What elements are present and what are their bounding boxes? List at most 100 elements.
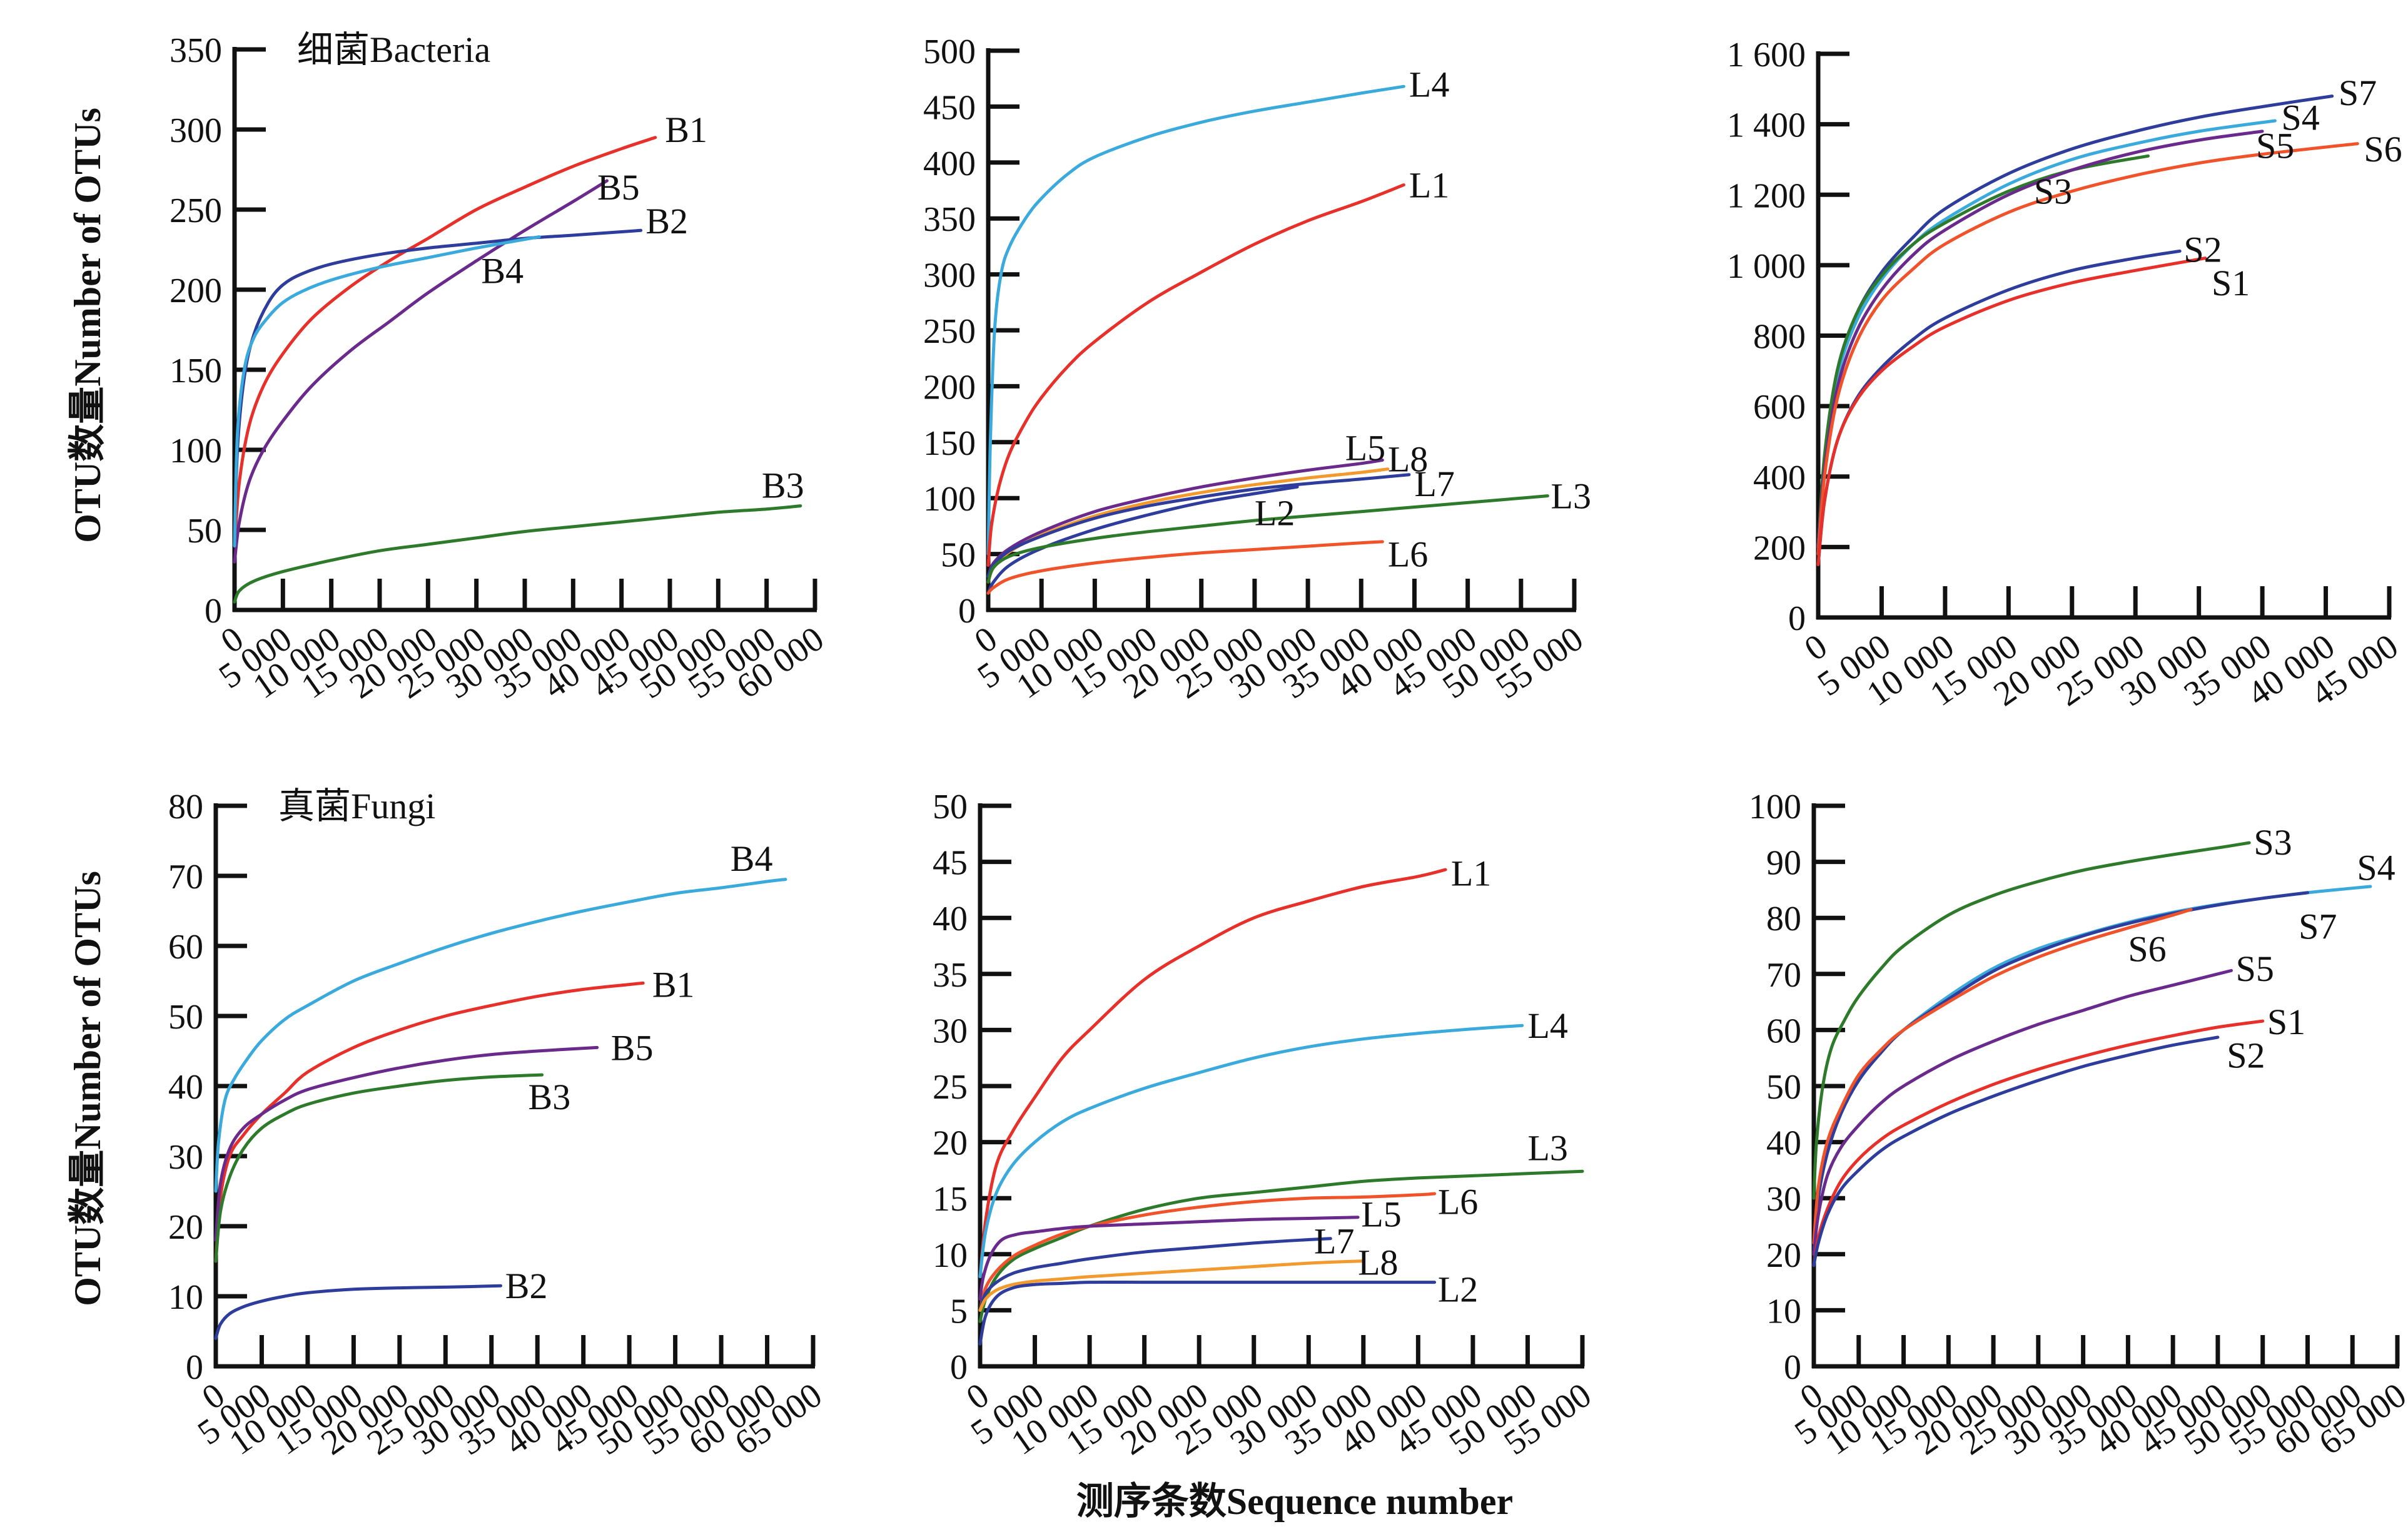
- series-label-B2: B2: [645, 201, 688, 241]
- y-tick-label: 150: [169, 352, 222, 390]
- y-tick-label: 400: [923, 145, 976, 183]
- curve-bacteria-S-S5: [1816, 130, 2264, 549]
- curve-fungi-B-B1: [214, 981, 645, 1263]
- y-tick-label: 30: [168, 1138, 203, 1177]
- curve-bacteria-B-B1: [233, 136, 657, 548]
- y-tick-label: 80: [1766, 900, 1801, 938]
- curve-bacteria-S-S2: [1816, 249, 2182, 566]
- y-tick-label: 15: [933, 1180, 968, 1219]
- y-tick-label: 1 600: [1727, 36, 1806, 74]
- y-tick-label: 30: [933, 1012, 968, 1050]
- curve-bacteria-L-L2: [986, 485, 1299, 595]
- curve-fungi-B-B3: [214, 1073, 544, 1263]
- curve-fungi-S-S4: [1812, 885, 2372, 1256]
- y-tick-label: 0: [958, 592, 976, 631]
- y-tick-label: 100: [1749, 788, 1801, 826]
- y-tick-label: 200: [169, 272, 222, 310]
- series-label-L7: L7: [1314, 1221, 1354, 1261]
- y-tick-label: 45: [933, 844, 968, 883]
- curve-bacteria-S-S6: [1816, 142, 2359, 556]
- panel-title: 真菌Fungi: [278, 786, 435, 826]
- series-label-L8: L8: [1388, 439, 1428, 480]
- series-label-S4: S4: [2357, 848, 2395, 888]
- curve-bacteria-B-B5: [233, 179, 609, 564]
- y-tick-label: 0: [205, 592, 222, 631]
- y-tick-label: 1 000: [1727, 247, 1806, 286]
- series-label-B1: B1: [652, 965, 695, 1005]
- series-label-L2: L2: [1255, 492, 1295, 533]
- series-label-S7: S7: [2299, 907, 2337, 947]
- curve-bacteria-L-L8: [986, 467, 1390, 584]
- series-label-S1: S1: [2267, 1002, 2305, 1042]
- series-label-L5: L5: [1361, 1194, 1401, 1234]
- y-tick-label: 1 400: [1727, 106, 1806, 145]
- series-label-S3: S3: [2034, 171, 2072, 212]
- series-label-L4: L4: [1409, 64, 1449, 105]
- y-tick-label: 200: [923, 368, 976, 407]
- y-tick-label: 250: [169, 191, 222, 230]
- y-tick-label: 20: [933, 1124, 968, 1163]
- y-axis-title-fungi: OTU数量Number of OTUs: [67, 871, 108, 1306]
- curve-bacteria-S-S1: [1816, 257, 2207, 566]
- series-label-B2: B2: [505, 1266, 548, 1306]
- series-label-L3: L3: [1527, 1128, 1567, 1169]
- curve-fungi-B-B2: [214, 1284, 502, 1340]
- y-tick-label: 50: [941, 536, 976, 575]
- y-tick-label: 70: [168, 858, 203, 897]
- curve-bacteria-L-L3: [986, 494, 1549, 584]
- curve-fungi-L-L3: [978, 1169, 1584, 1323]
- series-label-B5: B5: [597, 167, 640, 208]
- y-tick-label: 100: [169, 432, 222, 470]
- curve-fungi-S-S6: [1812, 908, 2193, 1245]
- series-label-L7: L7: [1414, 464, 1454, 504]
- curve-fungi-L-L8: [978, 1259, 1365, 1312]
- series-label-B1: B1: [665, 109, 707, 150]
- curve-bacteria-L-L6: [986, 540, 1384, 595]
- y-tick-label: 10: [168, 1278, 203, 1317]
- series-label-L1: L1: [1409, 165, 1449, 206]
- y-tick-label: 0: [1784, 1348, 1801, 1387]
- series-label-S3: S3: [2254, 822, 2292, 863]
- y-tick-label: 0: [950, 1348, 968, 1387]
- y-tick-label: 35: [933, 956, 968, 995]
- series-label-S5: S5: [2256, 125, 2294, 166]
- curve-fungi-L-L6: [978, 1192, 1437, 1312]
- y-tick-label: 80: [168, 788, 203, 826]
- y-tick-label: 450: [923, 88, 976, 127]
- y-tick-label: 350: [169, 31, 222, 70]
- y-tick-label: 40: [933, 900, 968, 938]
- y-tick-label: 350: [923, 200, 976, 239]
- y-tick-label: 20: [168, 1208, 203, 1247]
- curve-bacteria-L-L4: [986, 84, 1405, 556]
- series-label-S4: S4: [2282, 97, 2320, 138]
- curve-bacteria-S-S3: [1816, 154, 2150, 549]
- curve-bacteria-L-L7: [986, 473, 1411, 578]
- series-label-L6: L6: [1388, 534, 1428, 575]
- series-label-B3: B3: [529, 1077, 571, 1117]
- curve-fungi-L-L7: [978, 1237, 1332, 1312]
- y-tick-label: 90: [1766, 844, 1801, 883]
- y-tick-label: 50: [1766, 1068, 1801, 1107]
- y-tick-label: 150: [923, 424, 976, 463]
- y-tick-label: 60: [1766, 1012, 1801, 1050]
- y-tick-label: 5: [950, 1292, 968, 1331]
- y-tick-label: 0: [186, 1348, 203, 1387]
- series-label-L6: L6: [1438, 1182, 1478, 1222]
- y-tick-label: 500: [923, 33, 976, 71]
- y-tick-label: 30: [1766, 1180, 1801, 1219]
- y-tick-label: 50: [933, 788, 968, 826]
- y-tick-label: 70: [1766, 956, 1801, 995]
- curve-fungi-L-L4: [978, 1024, 1524, 1279]
- series-label-S2: S2: [2183, 230, 2222, 270]
- y-tick-label: 10: [933, 1236, 968, 1275]
- series-label-L2: L2: [1438, 1269, 1478, 1309]
- curve-fungi-S-S3: [1812, 841, 2251, 1200]
- series-label-S7: S7: [2339, 73, 2377, 113]
- curve-fungi-S-S2: [1812, 1035, 2220, 1267]
- y-tick-label: 250: [923, 312, 976, 351]
- curve-fungi-L-L2: [978, 1280, 1437, 1346]
